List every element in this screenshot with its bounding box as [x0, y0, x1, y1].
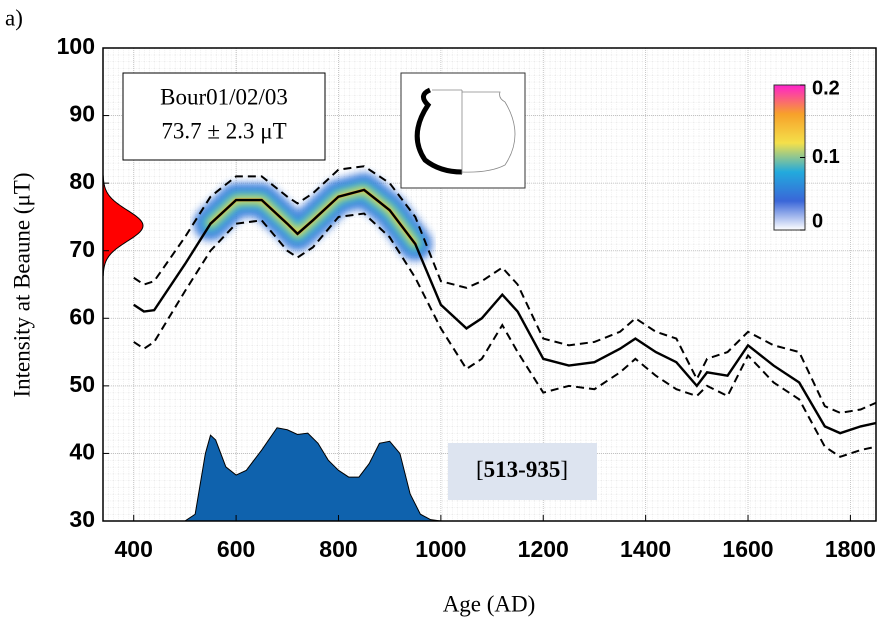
y-tick-label: 80	[69, 168, 95, 194]
envelope-line	[133, 212, 876, 458]
y-tick-label: 70	[69, 236, 95, 262]
mean-line	[133, 188, 876, 435]
y-tick-label: 40	[69, 439, 95, 465]
annotation-line: Bour01/02/03	[160, 84, 288, 109]
interval-label: [513-935]	[476, 457, 568, 482]
annotation-line: 73.7 ± 2.3 μT	[161, 118, 286, 143]
x-tick-label: 1600	[722, 536, 773, 562]
colorbar-tick-label: 0.1	[812, 146, 840, 168]
y-tick-label: 50	[69, 371, 95, 397]
colorbar	[773, 84, 806, 231]
y-tick-label: 100	[57, 33, 95, 59]
plot-frame	[102, 47, 877, 522]
y-tick-label: 60	[69, 303, 95, 329]
x-tick-label: 1000	[415, 536, 466, 562]
y-axis-label: Intensity at Beaune (μT)	[9, 172, 34, 397]
density-area	[183, 427, 441, 521]
annotation-box: Bour01/02/03 73.7 ± 2.3 μT	[122, 72, 326, 161]
colorbar-tick-label: 0	[812, 210, 823, 232]
prior-density	[103, 175, 144, 276]
x-tick-label: 400	[115, 536, 153, 562]
plot-area	[103, 48, 876, 521]
pot-drawing	[400, 72, 526, 189]
interval-text: 513-935	[484, 457, 561, 482]
x-tick-label: 1200	[518, 536, 569, 562]
x-axis-label: Age (AD)	[443, 591, 536, 616]
x-tick-label: 800	[319, 536, 357, 562]
panel-label: a)	[5, 5, 23, 30]
interval-box	[448, 443, 597, 500]
colorbar-tick-label: 0.2	[812, 77, 840, 99]
x-tick-label: 600	[217, 536, 255, 562]
bracket: ]	[560, 457, 568, 482]
y-tick-label: 90	[69, 101, 95, 127]
bracket: [	[476, 457, 484, 482]
y-tick-label: 30	[69, 506, 95, 532]
x-tick-label: 1400	[620, 536, 671, 562]
x-tick-label: 1800	[825, 536, 876, 562]
